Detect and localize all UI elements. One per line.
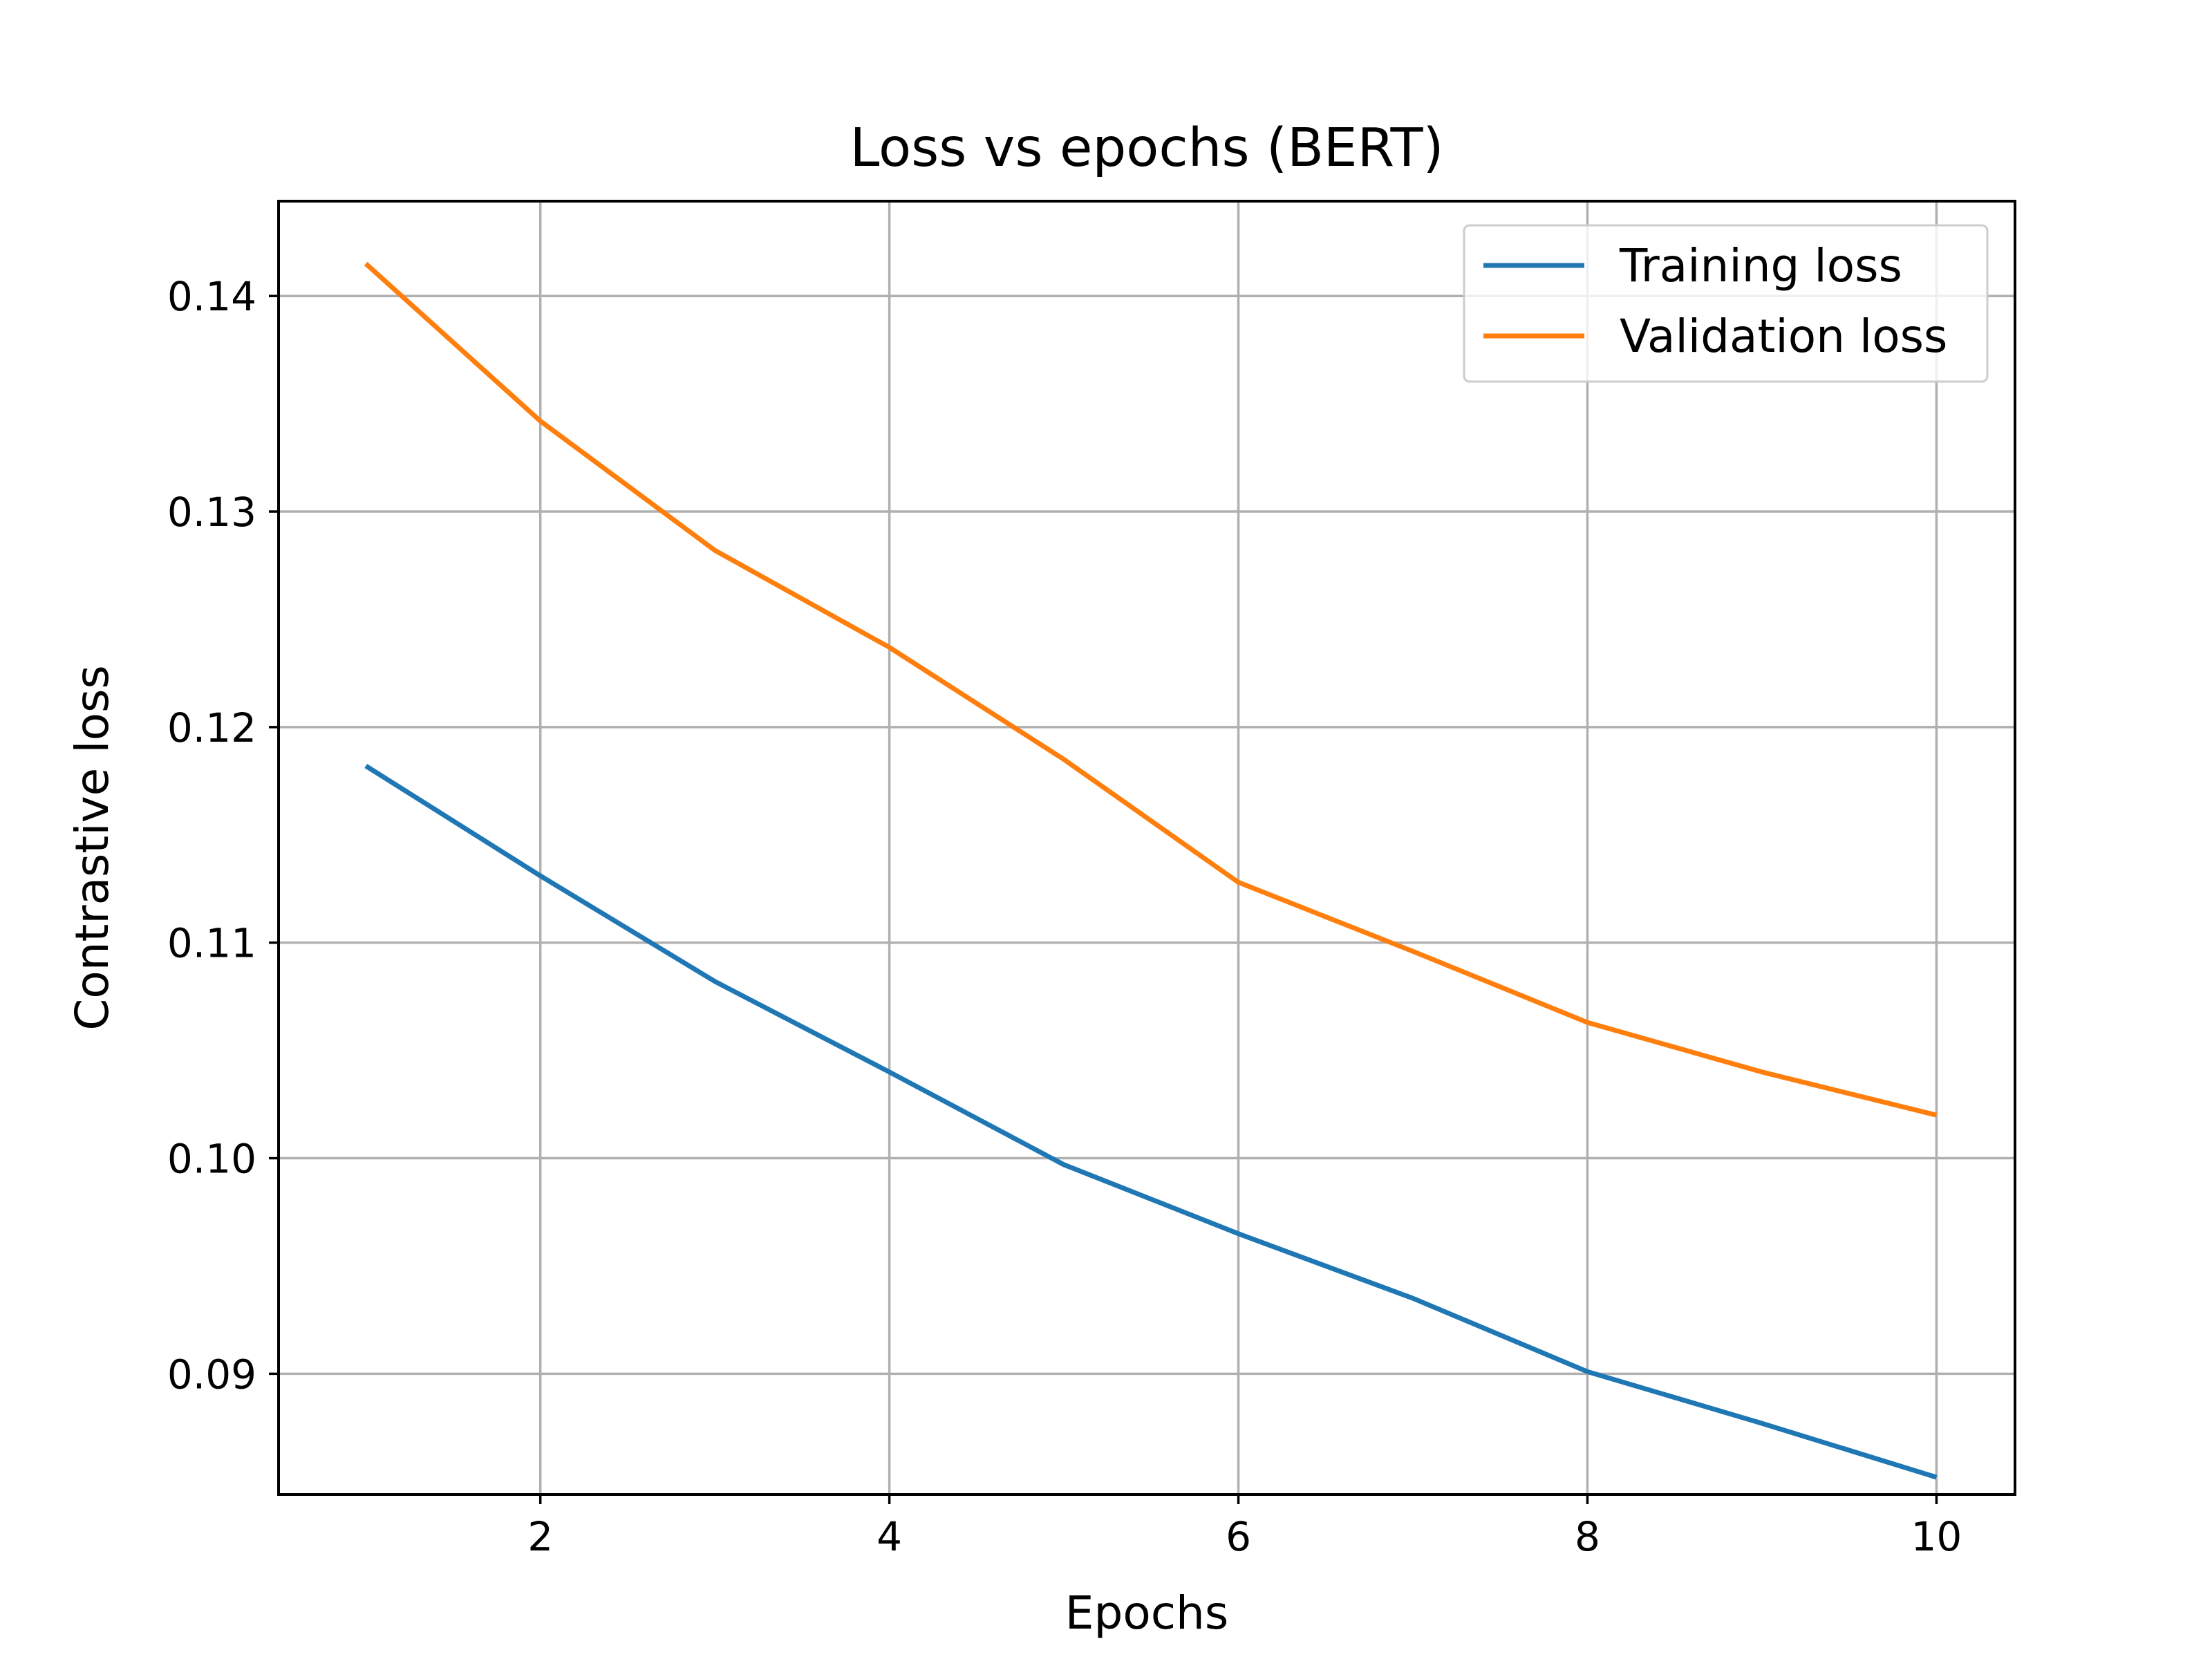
data-point [1238,1233,1239,1234]
x-axis-label: Epochs [1065,1586,1228,1640]
axis-ticks: 2 4 6 8 10 0.09 0.10 0.11 0.12 0.13 0.14 [167,273,1962,1560]
y-tick-label: 0.10 [167,1136,256,1183]
legend-box [1463,224,1989,383]
y-tick-label: 0.13 [167,489,256,536]
chart-title: Loss vs epochs (BERT) [850,118,1443,179]
y-tick-label: 0.12 [167,704,256,751]
data-point [889,1071,890,1072]
data-point [1238,882,1239,883]
legend-label-training-loss: Training loss [1619,239,1902,292]
data-point [1413,951,1414,952]
data-point [1413,1298,1414,1299]
series-line-training-loss [364,764,1938,1480]
data-point [1064,1164,1065,1165]
x-tick-label: 8 [1575,1513,1600,1560]
x-tick-label: 10 [1911,1513,1962,1560]
y-tick-label: 0.11 [167,920,256,967]
data-point [1936,1477,1937,1478]
y-axis-label: Contrastive loss [66,665,119,1030]
legend-label-validation-loss: Validation loss [1620,310,1947,363]
series-line-validation-loss [364,261,1938,1118]
legend: Training loss Validation loss [1463,224,1989,383]
x-tick-label: 6 [1226,1513,1251,1560]
data-point [540,421,541,422]
data-point [1587,1022,1588,1023]
data-point [1064,759,1065,760]
data-point [540,876,541,877]
data-point [1761,1071,1762,1072]
x-tick-label: 2 [527,1513,553,1560]
y-tick-label: 0.14 [167,273,256,320]
data-point [1936,1115,1937,1116]
x-tick-label: 4 [877,1513,902,1560]
y-tick-label: 0.09 [167,1351,256,1398]
plot-frame [277,200,2016,1496]
series-lines [364,261,1938,1480]
data-point [889,647,890,648]
data-point [1761,1423,1762,1424]
data-point [1587,1371,1588,1372]
